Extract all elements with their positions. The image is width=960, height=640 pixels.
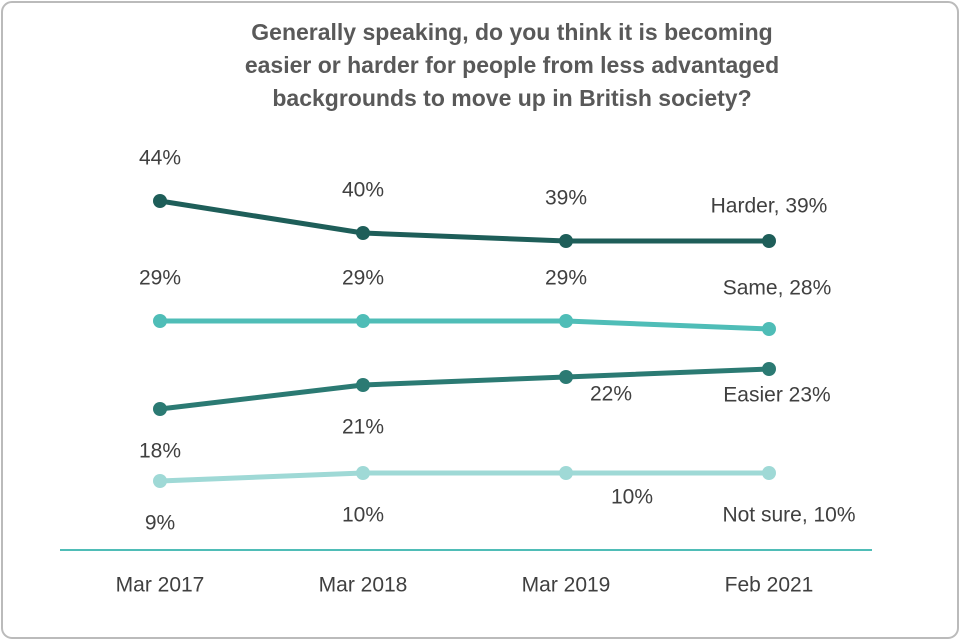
data-point (559, 370, 573, 384)
data-point (356, 378, 370, 392)
data-point (356, 314, 370, 328)
data-label: 18% (139, 440, 181, 463)
data-point (153, 402, 167, 416)
data-label: 29% (545, 267, 587, 290)
data-label: 29% (342, 267, 384, 290)
data-point (356, 466, 370, 480)
data-point (559, 314, 573, 328)
x-tick-label: Mar 2017 (116, 574, 205, 597)
data-label: 21% (342, 416, 384, 439)
data-label: 40% (342, 179, 384, 202)
data-label: Same, 28% (723, 277, 832, 300)
data-point (559, 234, 573, 248)
data-point (153, 194, 167, 208)
data-point (762, 322, 776, 336)
data-point (559, 466, 573, 480)
data-label: 44% (139, 147, 181, 170)
data-point (762, 362, 776, 376)
data-label: 39% (545, 187, 587, 210)
chart-title: Generally speaking, do you think it is b… (251, 19, 772, 45)
series-line (159, 366, 770, 412)
x-tick-label: Mar 2019 (522, 574, 611, 597)
series-line (159, 198, 769, 244)
data-point (356, 226, 370, 240)
series-line (159, 470, 769, 484)
chart-title: easier or harder for people from less ad… (245, 52, 779, 78)
data-label: Easier 23% (723, 384, 830, 407)
data-label: Not sure, 10% (722, 504, 855, 527)
data-point (762, 466, 776, 480)
data-point (153, 314, 167, 328)
data-label: 29% (139, 267, 181, 290)
data-point (762, 234, 776, 248)
x-tick-label: Feb 2021 (725, 574, 814, 597)
data-point (153, 474, 167, 488)
series-line (160, 318, 770, 332)
data-label: 10% (611, 486, 653, 509)
chart-title: backgrounds to move up in British societ… (272, 85, 751, 111)
data-label: Harder, 39% (711, 195, 828, 218)
data-label: 22% (590, 383, 632, 406)
data-label: 9% (145, 512, 175, 535)
data-label: 10% (342, 504, 384, 527)
x-tick-label: Mar 2018 (319, 574, 408, 597)
